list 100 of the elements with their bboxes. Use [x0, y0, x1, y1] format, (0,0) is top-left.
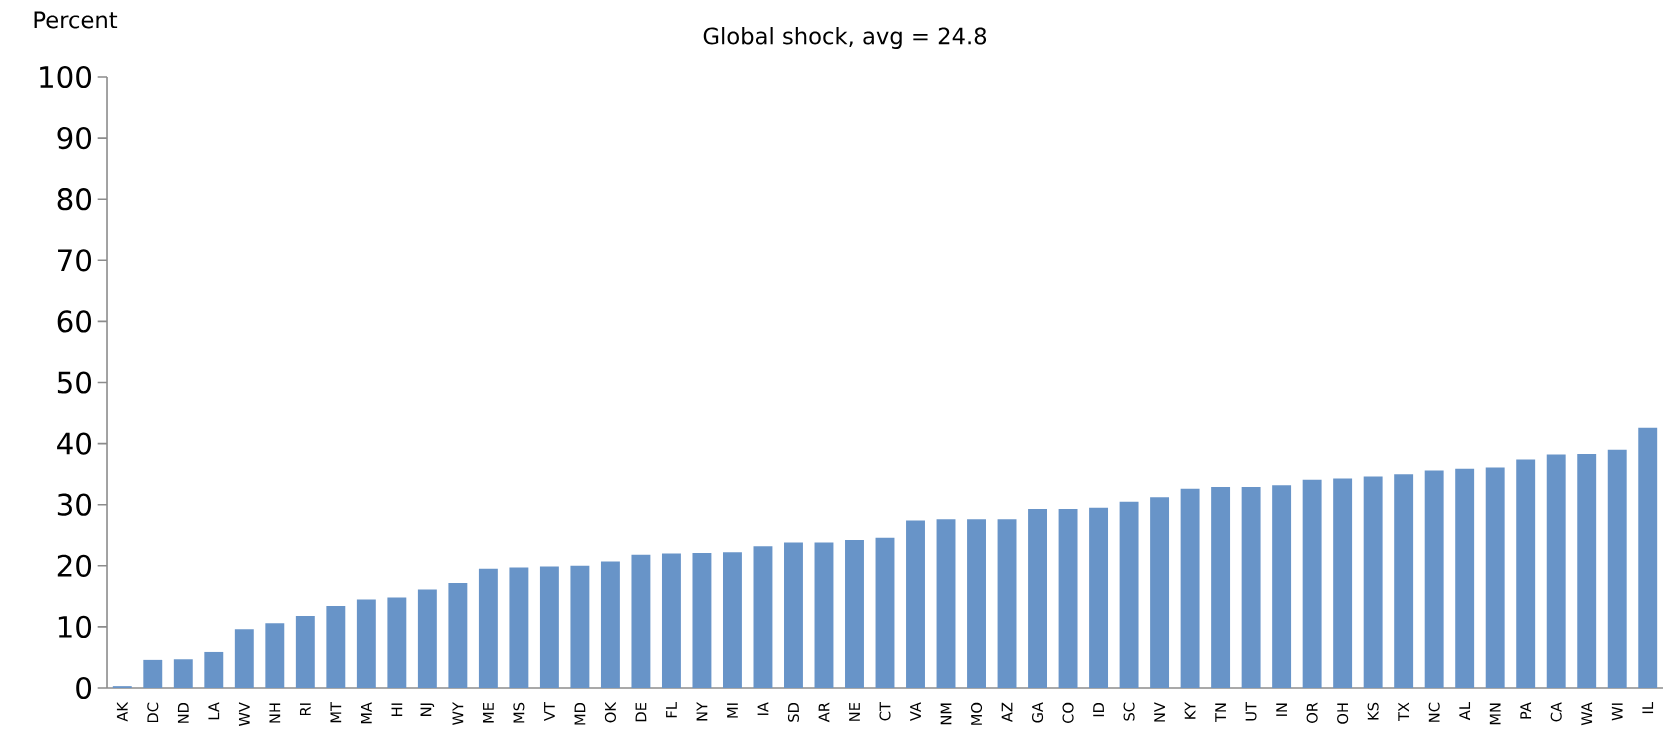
y-tick-label: 100	[40, 65, 91, 89]
y-tick-label: 60	[57, 310, 92, 333]
bar	[509, 567, 529, 688]
x-tick-label: TN	[1215, 703, 1226, 722]
bar	[1058, 508, 1078, 688]
bar	[1028, 508, 1048, 688]
bar	[631, 554, 651, 688]
bar	[539, 566, 559, 688]
x-tick-label: AK	[116, 701, 128, 722]
bar	[722, 552, 742, 688]
bar	[906, 520, 925, 688]
x-tick-label: MO	[970, 702, 983, 725]
bar	[967, 519, 986, 688]
x-tick-label: DC	[147, 702, 159, 723]
x-tick-label: KS	[1367, 702, 1379, 720]
x-tick-label: KY	[1184, 701, 1196, 719]
x-tick-label: SD	[787, 702, 800, 722]
bar	[1455, 468, 1475, 688]
x-tick-label: LA	[208, 702, 220, 720]
x-tick-label: ID	[1093, 702, 1104, 717]
bar	[143, 659, 163, 688]
y-tick-label: 0	[76, 676, 92, 700]
x-tick-label: GA	[1032, 702, 1044, 723]
chart-title: Global shock, avg = 24.8	[703, 27, 987, 49]
bar	[1638, 427, 1658, 688]
x-tick-label: OK	[604, 701, 616, 723]
x-tick-label: CA	[1550, 702, 1562, 722]
x-tick-label: VT	[544, 702, 555, 721]
bar	[234, 629, 254, 688]
x-tick-label: OR	[1306, 702, 1318, 723]
bar	[1150, 497, 1170, 688]
x-tick-label: ND	[177, 702, 189, 723]
x-tick-label: IN	[1276, 703, 1287, 716]
x-tick-label: AL	[1459, 702, 1471, 721]
x-tick-label: MT	[330, 701, 342, 723]
bar	[1394, 474, 1414, 688]
y-tick-label: 80	[57, 188, 92, 211]
bar	[1485, 467, 1505, 688]
y-tick-label: 30	[57, 493, 92, 516]
bar	[387, 597, 407, 688]
x-tick-label: NY	[696, 702, 708, 721]
bar	[753, 546, 773, 688]
bar	[692, 552, 712, 688]
x-tick-label: MN	[1489, 703, 1501, 725]
x-tick-label: VA	[910, 702, 921, 722]
y-tick-label: 90	[57, 127, 92, 150]
bar	[1302, 479, 1322, 688]
x-tick-label: AZ	[1001, 702, 1013, 723]
bar	[1516, 459, 1536, 688]
x-tick-label: TX	[1398, 702, 1409, 722]
x-tick-label: HI	[391, 703, 403, 716]
y-tick-label: 70	[58, 249, 92, 272]
bar	[1119, 501, 1139, 688]
x-tick-label: WA	[1581, 702, 1593, 726]
y-tick-label: 50	[57, 371, 92, 394]
bar	[417, 589, 437, 688]
bar	[875, 537, 895, 688]
x-tick-label: PA	[1520, 702, 1532, 719]
bar	[1607, 449, 1627, 688]
x-tick-label: WY	[452, 701, 464, 726]
bar	[936, 519, 956, 688]
x-tick-label: IL	[1642, 702, 1654, 714]
bar	[784, 542, 803, 688]
bar	[997, 519, 1017, 688]
x-tick-label: CT	[879, 702, 891, 721]
x-tick-label: CO	[1062, 702, 1074, 723]
bar	[1241, 486, 1261, 688]
x-tick-label: NJ	[420, 703, 435, 716]
bar	[1272, 485, 1292, 688]
x-tick-label: AR	[818, 702, 830, 723]
x-tick-label: MA	[361, 702, 372, 724]
x-tick-label: OH	[1337, 703, 1349, 724]
y-tick-label: 40	[57, 432, 92, 455]
bar	[814, 542, 834, 688]
bar	[1424, 470, 1444, 688]
bar	[1211, 486, 1231, 688]
x-tick-label: RI	[299, 703, 311, 716]
x-tick-label: DE	[635, 702, 647, 722]
x-tick-label: MI	[727, 703, 738, 718]
x-tick-label: MD	[574, 702, 586, 725]
x-tick-label: IA	[757, 702, 769, 715]
x-tick-label: MS	[513, 702, 525, 723]
bar	[845, 540, 864, 688]
x-tick-label: NC	[1428, 702, 1440, 722]
bar	[1333, 478, 1353, 688]
bar	[295, 615, 315, 688]
bar	[265, 623, 285, 688]
x-tick-label: UT	[1245, 702, 1257, 721]
x-tick-label: NV	[1154, 702, 1165, 722]
bar	[1089, 507, 1109, 688]
bar	[204, 651, 224, 688]
bar	[173, 659, 193, 688]
bar	[661, 553, 681, 688]
x-tick-label: FL	[666, 702, 677, 718]
x-tick-label: SC	[1123, 702, 1135, 721]
x-tick-label: ME	[483, 702, 494, 723]
y-tick-label: 10	[58, 615, 92, 638]
bar	[1363, 476, 1383, 688]
bar	[448, 582, 468, 688]
y-tick-label: 20	[57, 554, 92, 577]
